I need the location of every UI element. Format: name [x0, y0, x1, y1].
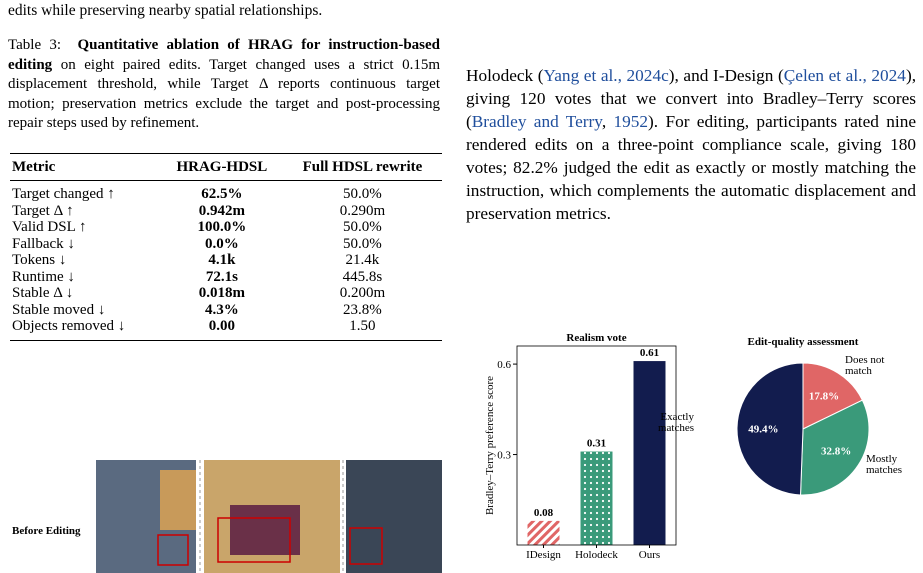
- highlight-box: [217, 517, 291, 563]
- table-cell: 62.5%: [201, 186, 243, 202]
- pie-slice: [736, 362, 804, 496]
- table-cell: Fallback ↓: [12, 235, 75, 252]
- table-cell: 0.942m: [198, 202, 245, 219]
- y-axis-label: Bradley–Terry preference score: [484, 376, 496, 515]
- render-image: [160, 470, 196, 530]
- table-cell: Target changed ↑: [12, 186, 115, 202]
- column-header: HRAG-HDSL: [160, 153, 283, 181]
- render-image: [230, 505, 300, 555]
- value-label: 0.08: [534, 507, 554, 519]
- table-cell: 4.3%: [204, 301, 239, 318]
- bar: [580, 451, 613, 545]
- highlight-box: [349, 527, 383, 565]
- table-row: Valid DSL ↑ 100.0% 50.0%: [10, 219, 442, 236]
- slice-value-label: 32.8%: [821, 446, 851, 458]
- citation-link[interactable]: Bradley and Terry: [471, 112, 602, 131]
- caption-label: Table 3:: [8, 37, 61, 53]
- table-cell: Objects removed ↓: [10, 318, 161, 341]
- slice-label: Does not match: [845, 354, 885, 377]
- citation-link[interactable]: Yang et al., 2024c: [543, 66, 669, 85]
- table-cell: Tokens ↓: [12, 252, 67, 268]
- table-cell: Runtime ↓: [12, 268, 75, 285]
- table: Metric HRAG-HDSL Full HDSL rewrite Target c…: [10, 153, 442, 341]
- caption-body: on eight paired edits. Target changed us…: [8, 56, 441, 132]
- table-cell: 445.8s: [342, 268, 383, 285]
- slice-label: Exactly matches: [657, 411, 694, 434]
- pie-slice: [799, 399, 870, 496]
- table-cell: Valid DSL ↑: [12, 219, 87, 235]
- table-row: Stable moved ↓ 4.3% 23.8%: [10, 302, 442, 319]
- table-cell: 50.0%: [343, 235, 382, 252]
- x-tick-label: Ours: [639, 549, 660, 561]
- text-span: ), and I-Design (: [668, 66, 784, 85]
- table-cell: 0.018m: [198, 285, 245, 301]
- value-label: 0.31: [587, 438, 606, 450]
- table-cell: 0.0%: [204, 235, 239, 252]
- y-tick-label: 0.6: [497, 359, 511, 371]
- table-cell: Stable Δ ↓: [12, 285, 74, 301]
- y-tick-label: 0.3: [497, 450, 511, 462]
- text-span: ,: [601, 112, 614, 131]
- x-tick-label: Holodeck: [575, 549, 618, 561]
- x-tick-label: IDesign: [526, 549, 561, 561]
- bar: [527, 520, 560, 545]
- table-cell: 0.200m: [339, 285, 386, 301]
- table-row: Objects removed ↓ 0.00 1.50: [10, 318, 442, 341]
- pie-slice: [802, 362, 864, 430]
- table-cell: 72.1s: [205, 268, 238, 285]
- table-cell: 21.4k: [345, 252, 380, 268]
- header-row: Metric HRAG-HDSL Full HDSL rewrite: [10, 153, 442, 181]
- table-row: Fallback ↓ 0.0% 50.0%: [10, 236, 442, 253]
- table-row: Runtime ↓ 72.1s 445.8s: [10, 269, 442, 286]
- table-cell: Target Δ ↑: [12, 202, 74, 219]
- table-cell: 50.0%: [343, 186, 382, 202]
- plot-frame: [516, 345, 677, 546]
- render-image: [346, 460, 442, 573]
- table-cell: 23.8%: [343, 301, 382, 318]
- slice-value-label: 49.4%: [748, 423, 778, 435]
- table-cell: 1.50: [282, 318, 442, 341]
- bar: [633, 361, 666, 545]
- citation-link[interactable]: 1952: [613, 112, 649, 131]
- table-cell: 50.0%: [343, 219, 382, 235]
- text-span: ). For editing, participants rated nine …: [466, 112, 917, 223]
- column-header: Full HDSL rewrite: [282, 153, 442, 181]
- table-row: Target changed ↑ 62.5% 50.0%: [10, 181, 442, 203]
- value-label: 0.61: [640, 347, 659, 359]
- highlight-box: [157, 534, 189, 566]
- table-row: Target Δ ↑ 0.942m 0.290m: [10, 203, 442, 220]
- text-span: Holodeck (: [466, 66, 544, 85]
- body-text: edits while preserving nearby spatial re…: [8, 2, 323, 19]
- caption-title: Quantitative ablation of HRAG for instru…: [8, 37, 441, 73]
- row-label: Before Editing: [12, 525, 81, 537]
- chart-title: Edit-quality assessment: [748, 336, 859, 348]
- column-header: Metric: [10, 153, 161, 181]
- table-row: Stable Δ ↓ 0.018m 0.200m: [10, 285, 442, 302]
- table-cell: 0.00: [160, 318, 283, 341]
- table-cell: 0.290m: [339, 202, 386, 219]
- table-cell: 100.0%: [197, 219, 247, 235]
- citation-link[interactable]: Çelen et al., 2024: [783, 66, 906, 85]
- table-caption: Table 3: Quantitative ablation of HRAG f…: [8, 36, 440, 134]
- chart-title: Realism vote: [566, 332, 626, 344]
- table-cell: Stable moved ↓: [12, 301, 106, 318]
- slice-value-label: 17.8%: [809, 390, 839, 402]
- paragraph: Holodeck (Yang et al., 2024c), and I-Des…: [466, 64, 916, 225]
- before-editing-figure: Before Editing: [12, 460, 442, 573]
- table-row: Tokens ↓ 4.1k 21.4k: [10, 252, 442, 269]
- slice-label: Mostly matches: [866, 453, 903, 476]
- text-span: ), giving 120 votes that we convert into…: [466, 66, 917, 131]
- table-cell: 4.1k: [208, 252, 236, 268]
